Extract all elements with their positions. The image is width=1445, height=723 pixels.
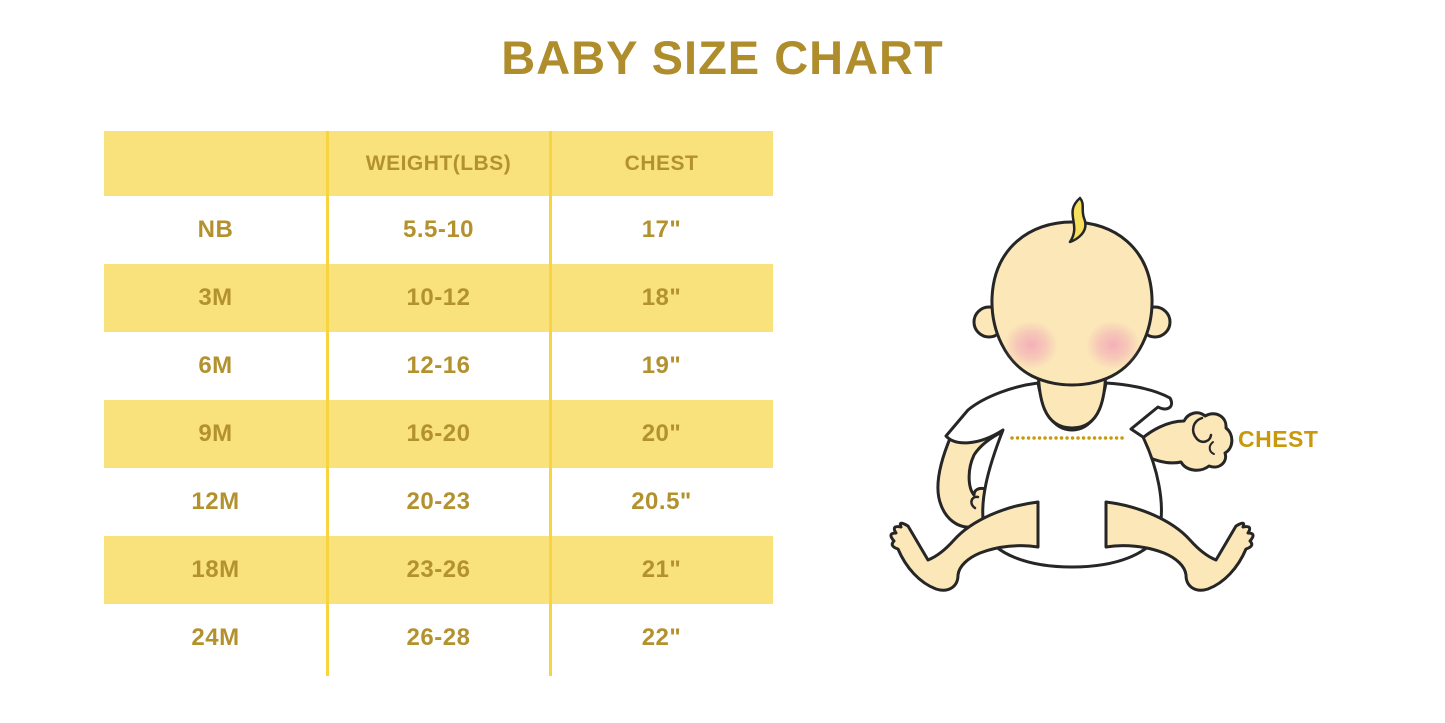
chest-cell: 18" bbox=[641, 284, 682, 311]
table-row: 3M 10-12 18" bbox=[104, 264, 773, 332]
chest-cell: 19" bbox=[641, 352, 682, 379]
chest-cell: 20.5" bbox=[631, 488, 692, 515]
table-header-row: WEIGHT(LBS) CHEST bbox=[104, 131, 773, 196]
size-cell: 12M bbox=[191, 488, 240, 515]
baby-blush-right bbox=[1086, 321, 1140, 369]
chest-cell: 22" bbox=[641, 624, 682, 651]
table-row: 24M 26-28 22" bbox=[104, 604, 773, 672]
size-cell: 6M bbox=[198, 352, 233, 379]
chest-cell: 21" bbox=[641, 556, 682, 583]
chest-label: CHEST bbox=[1238, 426, 1319, 452]
chest-cell: 17" bbox=[641, 216, 682, 243]
table-row: 12M 20-23 20.5" bbox=[104, 468, 773, 536]
baby-leg-left bbox=[889, 500, 1040, 592]
baby-leg-right bbox=[1104, 500, 1255, 592]
weight-cell: 16-20 bbox=[406, 420, 471, 447]
table-row: NB 5.5-10 17" bbox=[104, 196, 773, 264]
weight-cell: 10-12 bbox=[406, 284, 471, 311]
weight-cell: 5.5-10 bbox=[402, 216, 475, 243]
page-title: BABY SIZE CHART bbox=[501, 31, 944, 84]
table-row: 6M 12-16 19" bbox=[104, 332, 773, 400]
baby-blush-left bbox=[1004, 321, 1058, 369]
chest-column-header: CHEST bbox=[624, 151, 699, 175]
size-column-header bbox=[104, 131, 327, 196]
fist-curl-line-2 bbox=[1208, 441, 1215, 455]
size-cell: 9M bbox=[198, 420, 233, 447]
table-row: 9M 16-20 20" bbox=[104, 400, 773, 468]
fist-curl-line bbox=[1191, 416, 1213, 444]
size-table: WEIGHT(LBS) CHEST NB 5.5-10 17" 3M 10-12 18" 6… bbox=[104, 131, 773, 676]
baby-hair-curl bbox=[1068, 196, 1087, 244]
column-divider-2 bbox=[549, 131, 552, 676]
size-cell: NB bbox=[197, 216, 234, 243]
size-cell: 3M bbox=[198, 284, 233, 311]
baby-illustration bbox=[889, 196, 1255, 592]
weight-cell: 20-23 bbox=[406, 488, 471, 515]
table-row: 18M 23-26 21" bbox=[104, 536, 773, 604]
weight-cell: 12-16 bbox=[406, 352, 471, 379]
size-cell: 18M bbox=[191, 556, 240, 583]
size-cell: 24M bbox=[191, 624, 240, 651]
weight-column-header: WEIGHT(LBS) bbox=[365, 151, 512, 175]
chest-cell: 20" bbox=[641, 420, 682, 447]
column-divider-1 bbox=[326, 131, 329, 676]
size-table-body: NB 5.5-10 17" 3M 10-12 18" 6M 12-16 19" 9M 16-20 20… bbox=[104, 196, 773, 672]
hand-curl-line bbox=[970, 495, 980, 510]
weight-cell: 23-26 bbox=[406, 556, 471, 583]
weight-cell: 26-28 bbox=[406, 624, 471, 651]
baby-arm-right-fist bbox=[1134, 411, 1234, 472]
